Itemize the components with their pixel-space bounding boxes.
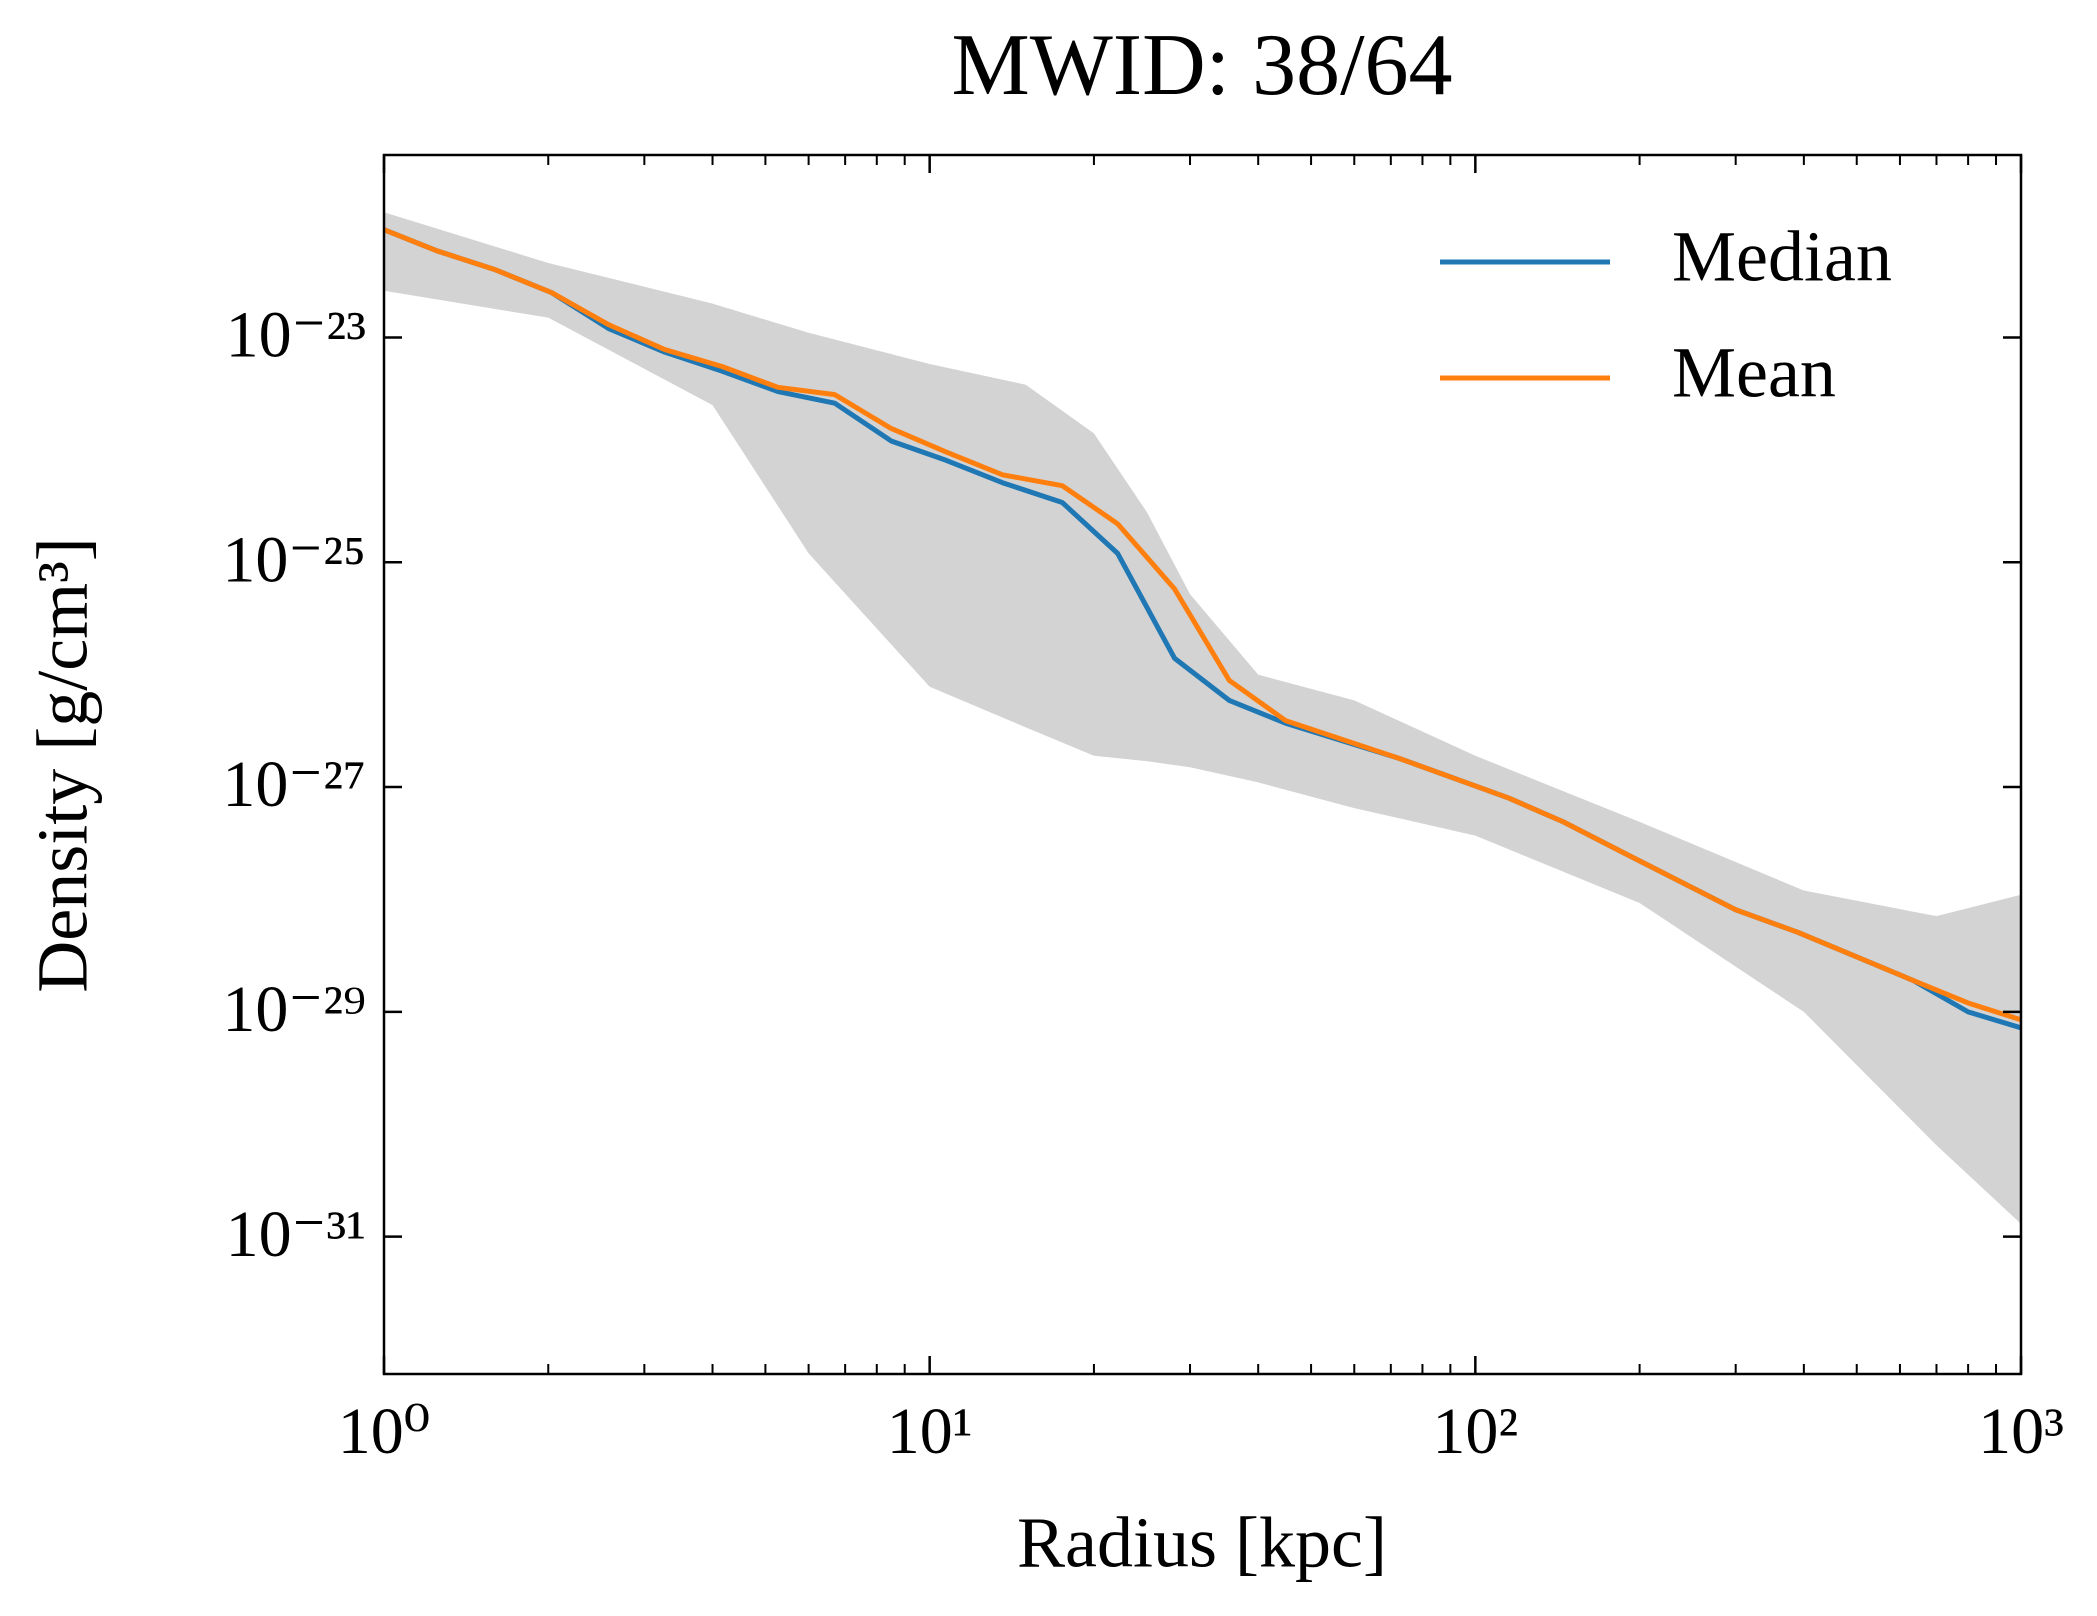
plot-frame — [382, 153, 2023, 1376]
series-line — [384, 227, 2021, 1023]
y-tick-label: 10⁻²⁹ — [222, 973, 366, 1046]
profile-band — [384, 212, 2021, 1224]
x-tick-label: 10² — [1432, 1395, 1518, 1468]
x-tick-label: 10⁰ — [338, 1395, 430, 1468]
y-tick-label: 10⁻³¹ — [226, 1198, 366, 1271]
y-tick-label: 10⁻²⁵ — [222, 523, 366, 596]
x-axis-label: Radius [kpc] — [1017, 1503, 1387, 1583]
y-axis-label: Density [g/cm³] — [23, 537, 103, 992]
legend-label: Median — [1672, 217, 1892, 297]
x-tick-label: 10¹ — [887, 1395, 973, 1468]
x-tick-label: 10³ — [1978, 1395, 2064, 1468]
plot-area — [384, 212, 2021, 1224]
y-tick-label: 10⁻²⁷ — [222, 748, 366, 821]
axes: 10⁰ 10¹ 10² 10³ 10⁻³¹ 10⁻²⁹ 10⁻²⁷ 10⁻²⁵ 10⁻²³ Med… — [222, 153, 2064, 1468]
y-tick-label: 10⁻²³ — [226, 299, 366, 372]
chart-title: MWID: 38/64 — [951, 17, 1452, 114]
legend-label: Mean — [1672, 333, 1836, 413]
